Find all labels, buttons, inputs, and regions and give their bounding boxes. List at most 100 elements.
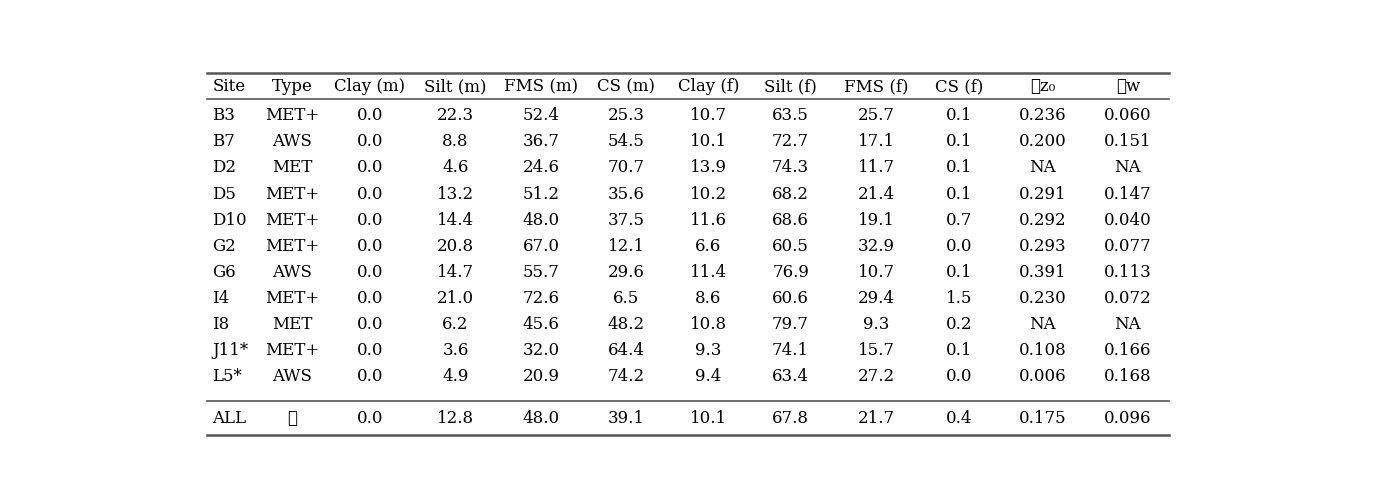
Text: 0.0: 0.0	[357, 264, 384, 281]
Text: 55.7: 55.7	[523, 264, 559, 281]
Text: 60.6: 60.6	[773, 290, 809, 307]
Text: Site: Site	[212, 78, 246, 95]
Text: D10: D10	[212, 212, 247, 229]
Text: G6: G6	[212, 264, 236, 281]
Text: 0.113: 0.113	[1103, 264, 1152, 281]
Text: 0.0: 0.0	[357, 368, 384, 385]
Text: 0.236: 0.236	[1018, 107, 1066, 124]
Text: 12.8: 12.8	[437, 410, 474, 427]
Text: 11.7: 11.7	[858, 159, 894, 176]
Text: 20.8: 20.8	[437, 238, 474, 254]
Text: ∅: ∅	[287, 410, 297, 427]
Text: 0.4: 0.4	[946, 410, 972, 427]
Text: D2: D2	[212, 159, 236, 176]
Text: Silt (m): Silt (m)	[424, 78, 487, 95]
Text: 32.9: 32.9	[858, 238, 894, 254]
Text: 21.0: 21.0	[437, 290, 474, 307]
Text: 0.291: 0.291	[1018, 186, 1066, 203]
Text: 21.7: 21.7	[858, 410, 894, 427]
Text: 70.7: 70.7	[608, 159, 644, 176]
Text: I4: I4	[212, 290, 229, 307]
Text: 22.3: 22.3	[437, 107, 474, 124]
Text: ALL: ALL	[212, 410, 246, 427]
Text: 0.0: 0.0	[357, 238, 384, 254]
Text: 64.4: 64.4	[608, 342, 644, 359]
Text: 12.1: 12.1	[608, 238, 644, 254]
Text: 0.7: 0.7	[946, 212, 972, 229]
Text: 74.2: 74.2	[608, 368, 644, 385]
Text: NA: NA	[1115, 316, 1141, 333]
Text: 4.6: 4.6	[442, 159, 469, 176]
Text: 0.1: 0.1	[946, 107, 972, 124]
Text: 0.0: 0.0	[357, 212, 384, 229]
Text: MET: MET	[272, 316, 312, 333]
Text: 0.168: 0.168	[1103, 368, 1152, 385]
Text: 0.040: 0.040	[1103, 212, 1152, 229]
Text: 0.006: 0.006	[1018, 368, 1066, 385]
Text: 21.4: 21.4	[858, 186, 894, 203]
Text: 63.5: 63.5	[773, 107, 809, 124]
Text: 10.7: 10.7	[858, 264, 894, 281]
Text: 0.060: 0.060	[1103, 107, 1152, 124]
Text: 0.0: 0.0	[357, 133, 384, 150]
Text: 74.1: 74.1	[771, 342, 809, 359]
Text: NA: NA	[1030, 316, 1056, 333]
Text: 0.0: 0.0	[357, 410, 384, 427]
Text: 0.293: 0.293	[1018, 238, 1066, 254]
Text: ∅w: ∅w	[1116, 78, 1140, 95]
Text: 0.0: 0.0	[357, 316, 384, 333]
Text: 0.108: 0.108	[1018, 342, 1066, 359]
Text: 36.7: 36.7	[522, 133, 559, 150]
Text: 10.1: 10.1	[691, 410, 727, 427]
Text: 67.8: 67.8	[771, 410, 809, 427]
Text: FMS (f): FMS (f)	[844, 78, 908, 95]
Text: 52.4: 52.4	[522, 107, 559, 124]
Text: 10.1: 10.1	[691, 133, 727, 150]
Text: 63.4: 63.4	[771, 368, 809, 385]
Text: 0.1: 0.1	[946, 342, 972, 359]
Text: 68.2: 68.2	[771, 186, 809, 203]
Text: CS (f): CS (f)	[935, 78, 983, 95]
Text: 0.391: 0.391	[1018, 264, 1066, 281]
Text: 4.9: 4.9	[442, 368, 469, 385]
Text: 79.7: 79.7	[771, 316, 809, 333]
Text: 74.3: 74.3	[771, 159, 809, 176]
Text: 15.7: 15.7	[858, 342, 894, 359]
Text: 9.3: 9.3	[695, 342, 721, 359]
Text: 35.6: 35.6	[608, 186, 644, 203]
Text: 11.4: 11.4	[691, 264, 727, 281]
Text: 14.7: 14.7	[437, 264, 474, 281]
Text: AWS: AWS	[272, 368, 312, 385]
Text: NA: NA	[1115, 159, 1141, 176]
Text: 51.2: 51.2	[522, 186, 559, 203]
Text: 8.8: 8.8	[442, 133, 469, 150]
Text: 32.0: 32.0	[522, 342, 559, 359]
Text: 17.1: 17.1	[858, 133, 894, 150]
Text: 6.5: 6.5	[614, 290, 639, 307]
Text: 60.5: 60.5	[773, 238, 809, 254]
Text: 0.077: 0.077	[1103, 238, 1152, 254]
Text: FMS (m): FMS (m)	[504, 78, 578, 95]
Text: 6.6: 6.6	[695, 238, 721, 254]
Text: Silt (f): Silt (f)	[764, 78, 817, 95]
Text: 0.1: 0.1	[946, 159, 972, 176]
Text: CS (m): CS (m)	[597, 78, 656, 95]
Text: AWS: AWS	[272, 133, 312, 150]
Text: 48.0: 48.0	[522, 212, 559, 229]
Text: B3: B3	[212, 107, 236, 124]
Text: 39.1: 39.1	[608, 410, 644, 427]
Text: 29.6: 29.6	[608, 264, 644, 281]
Text: 10.2: 10.2	[691, 186, 727, 203]
Text: 72.7: 72.7	[771, 133, 809, 150]
Text: 0.1: 0.1	[946, 264, 972, 281]
Text: 25.3: 25.3	[608, 107, 644, 124]
Text: 20.9: 20.9	[522, 368, 559, 385]
Text: 0.230: 0.230	[1018, 290, 1066, 307]
Text: 54.5: 54.5	[608, 133, 644, 150]
Text: 45.6: 45.6	[523, 316, 559, 333]
Text: 0.0: 0.0	[946, 368, 972, 385]
Text: 25.7: 25.7	[858, 107, 894, 124]
Text: 0.072: 0.072	[1103, 290, 1152, 307]
Text: 0.200: 0.200	[1018, 133, 1066, 150]
Text: 0.0: 0.0	[357, 159, 384, 176]
